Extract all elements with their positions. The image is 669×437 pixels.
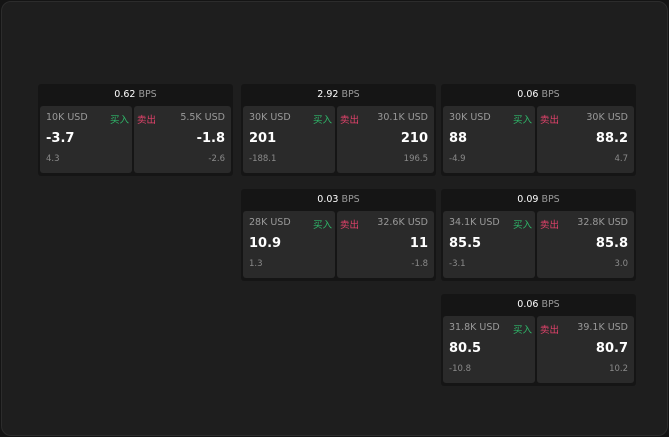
ask-size: 30.1K USD (377, 112, 428, 123)
quote-card: 0.06 BPS 30K USD 买入 88 -4.9 卖出 30K USD 88… (441, 84, 636, 176)
bid-change: 1.3 (249, 259, 263, 269)
spread-header: 0.03 BPS (241, 189, 436, 210)
bid-change: -10.8 (449, 364, 471, 374)
quote-card: 0.03 BPS 28K USD 买入 10.9 1.3 卖出 32.6K USD… (241, 189, 436, 281)
buy-panel[interactable]: 31.8K USD 买入 80.5 -10.8 (443, 316, 535, 383)
bid-price: 80.5 (449, 341, 482, 356)
buy-label: 买入 (512, 325, 532, 336)
buy-panel[interactable]: 34.1K USD 买入 85.5 -3.1 (443, 211, 535, 278)
ask-size: 32.6K USD (377, 217, 428, 228)
ask-change: 196.5 (403, 154, 428, 164)
spread-value: 0.62 (114, 89, 136, 100)
spread-header: 0.06 BPS (441, 294, 636, 315)
bid-size: 34.1K USD (449, 217, 500, 228)
spread-unit: BPS (541, 194, 560, 205)
ask-price: 210 (400, 131, 428, 146)
quote-card: 0.09 BPS 34.1K USD 买入 85.5 -3.1 卖出 32.8K … (441, 189, 636, 281)
spread-value: 0.03 (317, 194, 339, 205)
bid-size: 30K USD (249, 112, 291, 123)
ask-price: 11 (409, 236, 428, 251)
bid-price: 85.5 (449, 236, 482, 251)
bid-size: 10K USD (46, 112, 88, 123)
bid-price: -3.7 (46, 131, 75, 146)
ask-price: -1.8 (196, 131, 225, 146)
spread-header: 0.62 BPS (38, 84, 233, 105)
bid-price: 10.9 (249, 236, 282, 251)
sell-label: 卖出 (340, 220, 360, 231)
spread-value: 0.09 (517, 194, 539, 205)
buy-panel[interactable]: 30K USD 买入 88 -4.9 (443, 106, 535, 173)
bid-change: 4.3 (46, 154, 60, 164)
sell-panel[interactable]: 卖出 32.6K USD 11 -1.8 (337, 211, 434, 278)
bid-size: 28K USD (249, 217, 291, 228)
ask-size: 39.1K USD (577, 322, 628, 333)
sell-panel[interactable]: 卖出 32.8K USD 85.8 3.0 (537, 211, 634, 278)
spread-unit: BPS (138, 89, 157, 100)
spread-header: 0.06 BPS (441, 84, 636, 105)
buy-label: 买入 (512, 115, 532, 126)
buy-label: 买入 (312, 220, 332, 231)
sell-panel[interactable]: 卖出 5.5K USD -1.8 -2.6 (134, 106, 231, 173)
ask-price: 80.7 (595, 341, 628, 356)
bid-change: -3.1 (449, 259, 466, 269)
ask-change: 10.2 (609, 364, 628, 374)
sell-panel[interactable]: 卖出 30K USD 88.2 4.7 (537, 106, 634, 173)
ask-price: 85.8 (595, 236, 628, 251)
spread-header: 0.09 BPS (441, 189, 636, 210)
spread-unit: BPS (541, 89, 560, 100)
spread-unit: BPS (341, 89, 360, 100)
buy-panel[interactable]: 28K USD 买入 10.9 1.3 (243, 211, 335, 278)
ask-change: -2.6 (208, 154, 225, 164)
buy-label: 买入 (109, 115, 129, 126)
buy-panel[interactable]: 30K USD 买入 201 -188.1 (243, 106, 335, 173)
spread-unit: BPS (541, 299, 560, 310)
bid-price: 201 (249, 131, 277, 146)
bid-change: -4.9 (449, 154, 466, 164)
bid-size: 31.8K USD (449, 322, 500, 333)
ask-change: 4.7 (614, 154, 628, 164)
ask-size: 30K USD (586, 112, 628, 123)
sell-label: 卖出 (137, 115, 157, 126)
ask-size: 5.5K USD (180, 112, 225, 123)
sell-label: 卖出 (340, 115, 360, 126)
bid-price: 88 (449, 131, 468, 146)
bid-size: 30K USD (449, 112, 491, 123)
quote-card: 0.06 BPS 31.8K USD 买入 80.5 -10.8 卖出 39.1K… (441, 294, 636, 386)
buy-label: 买入 (312, 115, 332, 126)
ask-price: 88.2 (595, 131, 628, 146)
spread-value: 0.06 (517, 89, 539, 100)
spread-value: 0.06 (517, 299, 539, 310)
ask-change: -1.8 (411, 259, 428, 269)
ask-size: 32.8K USD (577, 217, 628, 228)
quote-card: 2.92 BPS 30K USD 买入 201 -188.1 卖出 30.1K U… (241, 84, 436, 176)
buy-label: 买入 (512, 220, 532, 231)
buy-panel[interactable]: 10K USD 买入 -3.7 4.3 (40, 106, 132, 173)
sell-label: 卖出 (540, 325, 560, 336)
spread-value: 2.92 (317, 89, 339, 100)
spread-header: 2.92 BPS (241, 84, 436, 105)
sell-panel[interactable]: 卖出 39.1K USD 80.7 10.2 (537, 316, 634, 383)
sell-panel[interactable]: 卖出 30.1K USD 210 196.5 (337, 106, 434, 173)
spread-unit: BPS (341, 194, 360, 205)
bid-change: -188.1 (249, 154, 277, 164)
quote-card: 0.62 BPS 10K USD 买入 -3.7 4.3 卖出 5.5K USD … (38, 84, 233, 176)
sell-label: 卖出 (540, 220, 560, 231)
ask-change: 3.0 (614, 259, 628, 269)
sell-label: 卖出 (540, 115, 560, 126)
